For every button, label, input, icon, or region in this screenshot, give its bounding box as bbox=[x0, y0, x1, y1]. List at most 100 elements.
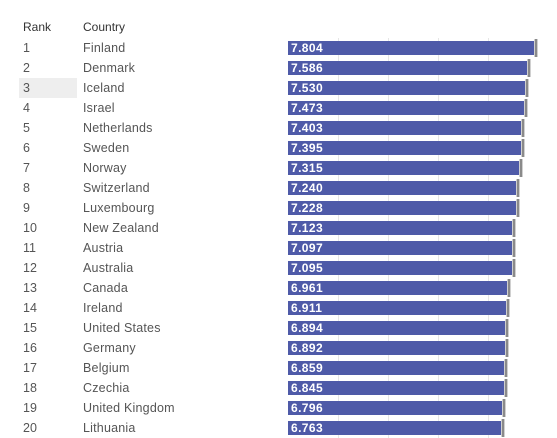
bar-track: 6.796 bbox=[288, 398, 548, 418]
bar-track: 7.097 bbox=[288, 238, 548, 258]
bar[interactable] bbox=[288, 301, 507, 315]
rank-cell: 14 bbox=[23, 301, 37, 315]
bar-end-marker bbox=[518, 159, 523, 177]
bar[interactable] bbox=[288, 101, 525, 115]
rank-cell: 1 bbox=[23, 41, 30, 55]
rank-cell: 4 bbox=[23, 101, 30, 115]
bar-value-label: 7.804 bbox=[291, 41, 324, 55]
rank-cell: 12 bbox=[23, 261, 37, 275]
bar[interactable] bbox=[288, 161, 520, 175]
table-row[interactable]: 8 Switzerland 7.240 bbox=[0, 178, 557, 198]
bar-track: 6.892 bbox=[288, 338, 548, 358]
table-row[interactable]: 13 Canada 6.961 bbox=[0, 278, 557, 298]
country-cell: Norway bbox=[83, 161, 127, 175]
bar-end-marker bbox=[516, 179, 521, 197]
table-row[interactable]: 9 Luxembourg 7.228 bbox=[0, 198, 557, 218]
bar[interactable] bbox=[288, 401, 504, 415]
bar-value-label: 6.892 bbox=[291, 341, 324, 355]
bar[interactable] bbox=[288, 141, 522, 155]
bar-track: 6.911 bbox=[288, 298, 548, 318]
bar[interactable] bbox=[288, 361, 506, 375]
rank-cell: 18 bbox=[23, 381, 37, 395]
table-row[interactable]: 19 United Kingdom 6.796 bbox=[0, 398, 557, 418]
bar[interactable] bbox=[288, 81, 527, 95]
country-column-header[interactable]: Country bbox=[83, 20, 126, 34]
bar-value-label: 7.097 bbox=[291, 241, 324, 255]
rank-cell: 5 bbox=[23, 121, 30, 135]
rank-cell: 20 bbox=[23, 421, 37, 435]
bar-value-label: 7.240 bbox=[291, 181, 324, 195]
bar-end-marker bbox=[523, 99, 528, 117]
country-cell: Belgium bbox=[83, 361, 130, 375]
rank-cell: 2 bbox=[23, 61, 30, 75]
bar-end-marker bbox=[512, 219, 517, 237]
country-cell: Netherlands bbox=[83, 121, 153, 135]
bar-track: 7.473 bbox=[288, 98, 548, 118]
table-row[interactable]: 2 Denmark 7.586 bbox=[0, 58, 557, 78]
bar-end-marker bbox=[525, 79, 530, 97]
table-row[interactable]: 3 Iceland 7.530 bbox=[0, 78, 557, 98]
bar[interactable] bbox=[288, 41, 535, 55]
table-row[interactable]: 4 Israel 7.473 bbox=[0, 98, 557, 118]
table-row[interactable]: 1 Finland 7.804 bbox=[0, 38, 557, 58]
bar-end-marker bbox=[507, 279, 512, 297]
country-cell: Lithuania bbox=[83, 421, 136, 435]
bar[interactable] bbox=[288, 121, 523, 135]
table-row[interactable]: 11 Austria 7.097 bbox=[0, 238, 557, 258]
bar-value-label: 6.796 bbox=[291, 401, 324, 415]
bar-end-marker bbox=[503, 379, 508, 397]
country-cell: Switzerland bbox=[83, 181, 150, 195]
table-row[interactable]: 17 Belgium 6.859 bbox=[0, 358, 557, 378]
rank-cell: 10 bbox=[23, 221, 37, 235]
table-row[interactable]: 18 Czechia 6.845 bbox=[0, 378, 557, 398]
bar[interactable] bbox=[288, 341, 507, 355]
table-row[interactable]: 15 United States 6.894 bbox=[0, 318, 557, 338]
bar[interactable] bbox=[288, 241, 513, 255]
bar-value-label: 7.586 bbox=[291, 61, 324, 75]
bar[interactable] bbox=[288, 61, 529, 75]
bar-end-marker bbox=[521, 139, 525, 157]
bar-value-label: 7.315 bbox=[291, 161, 324, 175]
bar-value-label: 7.123 bbox=[291, 221, 324, 235]
rank-cell: 6 bbox=[23, 141, 30, 155]
rank-column-header[interactable]: Rank bbox=[23, 20, 52, 34]
bar-end-marker bbox=[501, 419, 505, 437]
bar-end-marker bbox=[521, 119, 526, 137]
bar[interactable] bbox=[288, 201, 517, 215]
country-cell: Sweden bbox=[83, 141, 130, 155]
country-cell: United Kingdom bbox=[83, 401, 175, 415]
bar[interactable] bbox=[288, 181, 518, 195]
bar-value-label: 7.395 bbox=[291, 141, 324, 155]
table-row[interactable]: 14 Ireland 6.911 bbox=[0, 298, 557, 318]
row-highlight bbox=[19, 78, 77, 98]
bar-value-label: 6.763 bbox=[291, 421, 324, 435]
table-row[interactable]: 6 Sweden 7.395 bbox=[0, 138, 557, 158]
bar[interactable] bbox=[288, 321, 507, 335]
table-row[interactable]: 7 Norway 7.315 bbox=[0, 158, 557, 178]
table-row[interactable]: 20 Lithuania 6.763 bbox=[0, 418, 557, 438]
table-row[interactable]: 16 Germany 6.892 bbox=[0, 338, 557, 358]
bar[interactable] bbox=[288, 381, 505, 395]
bar-track: 7.403 bbox=[288, 118, 548, 138]
country-cell: Iceland bbox=[83, 81, 125, 95]
bar[interactable] bbox=[288, 261, 513, 275]
rank-cell: 3 bbox=[23, 81, 30, 95]
bar-value-label: 7.530 bbox=[291, 81, 324, 95]
bar-track: 7.530 bbox=[288, 78, 548, 98]
bar-track: 6.763 bbox=[288, 418, 548, 438]
bar-end-marker bbox=[511, 239, 516, 257]
bar[interactable] bbox=[288, 421, 502, 435]
bar[interactable] bbox=[288, 281, 509, 295]
bar-track: 7.240 bbox=[288, 178, 548, 198]
table-row[interactable]: 12 Australia 7.095 bbox=[0, 258, 557, 278]
bar-value-label: 6.859 bbox=[291, 361, 324, 375]
rank-cell: 17 bbox=[23, 361, 37, 375]
bar-value-label: 7.473 bbox=[291, 101, 324, 115]
bar-end-marker bbox=[505, 299, 510, 317]
bar-value-label: 7.228 bbox=[291, 201, 324, 215]
bar[interactable] bbox=[288, 221, 514, 235]
table-row[interactable]: 10 New Zealand 7.123 bbox=[0, 218, 557, 238]
table-row[interactable]: 5 Netherlands 7.403 bbox=[0, 118, 557, 138]
bar-end-marker bbox=[534, 39, 538, 57]
bar-end-marker bbox=[504, 359, 509, 377]
